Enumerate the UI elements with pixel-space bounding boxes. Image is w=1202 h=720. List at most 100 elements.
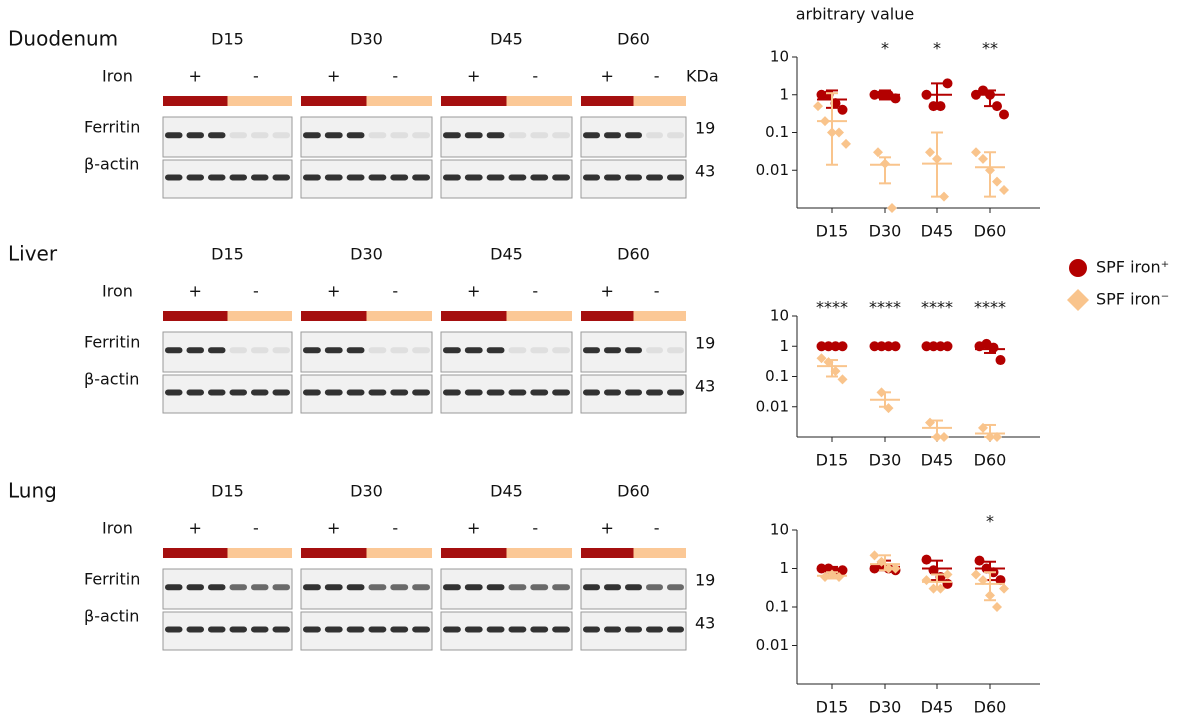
band	[552, 584, 570, 591]
x-tick-label: D15	[816, 222, 849, 241]
band-label: Ferritin	[84, 333, 140, 352]
point	[939, 432, 949, 442]
sign-label: -	[532, 67, 538, 86]
band	[324, 347, 343, 354]
band	[368, 174, 387, 181]
group-bar-plus	[441, 548, 507, 558]
band	[604, 132, 621, 139]
band	[464, 389, 483, 396]
band	[303, 174, 321, 181]
band	[346, 174, 365, 181]
band	[390, 347, 409, 354]
band	[486, 347, 505, 354]
band	[604, 389, 621, 396]
point	[999, 109, 1009, 120]
band	[186, 626, 204, 633]
x-tick-label: D45	[921, 222, 954, 241]
group-bar-plus	[301, 311, 367, 321]
band	[530, 347, 549, 354]
band	[165, 584, 183, 591]
band	[625, 174, 642, 181]
band-label: β-actin	[84, 155, 139, 174]
band	[552, 389, 570, 396]
band	[508, 174, 527, 181]
band	[583, 174, 600, 181]
point	[890, 563, 901, 574]
band	[530, 626, 549, 633]
point	[971, 147, 981, 158]
band	[583, 132, 600, 139]
group-bar-minus	[366, 548, 432, 558]
band	[464, 174, 483, 181]
x-tick-label: D60	[974, 698, 1007, 717]
band	[443, 584, 461, 591]
point	[873, 147, 883, 158]
band	[625, 584, 642, 591]
legend-marker	[1067, 289, 1089, 311]
blot-box	[440, 331, 573, 373]
band	[486, 174, 505, 181]
band	[552, 174, 570, 181]
band	[251, 584, 269, 591]
band	[552, 132, 570, 139]
blot-box	[162, 611, 293, 651]
band	[346, 347, 365, 354]
x-tick-label: D30	[869, 451, 902, 470]
band	[625, 389, 642, 396]
blot-box	[162, 159, 293, 199]
band	[229, 132, 247, 139]
band	[368, 132, 387, 139]
sign-label: +	[327, 282, 340, 301]
sign-label: -	[654, 282, 660, 301]
band	[412, 174, 430, 181]
point	[816, 89, 827, 100]
band	[390, 626, 409, 633]
significance: *	[986, 512, 994, 531]
point	[992, 176, 1002, 187]
band	[625, 626, 642, 633]
point	[942, 569, 953, 580]
group-bar-plus	[581, 548, 634, 558]
group-bar-plus	[301, 548, 367, 558]
kda-label: 19	[695, 119, 715, 138]
y-tick-label: 10	[770, 307, 789, 325]
sign-label: +	[327, 67, 340, 86]
sign-label: +	[189, 282, 202, 301]
timepoint-label: D15	[211, 482, 244, 501]
group-bar-plus	[163, 96, 228, 106]
point	[841, 138, 851, 149]
point	[978, 575, 988, 586]
band	[229, 174, 247, 181]
band	[646, 626, 663, 633]
y-tick-label: 10	[770, 48, 789, 66]
band	[667, 132, 684, 139]
x-tick-label: D30	[869, 222, 902, 241]
band	[324, 174, 343, 181]
point	[974, 555, 985, 566]
band	[251, 132, 269, 139]
band	[443, 389, 461, 396]
blot-box	[300, 611, 433, 651]
blot-box	[300, 374, 433, 414]
point	[995, 575, 1006, 586]
band	[412, 132, 430, 139]
band	[324, 389, 343, 396]
point	[999, 583, 1009, 594]
blot-box	[440, 159, 573, 199]
point	[995, 355, 1006, 366]
blot-box	[162, 568, 293, 610]
point	[890, 93, 901, 104]
band	[486, 626, 505, 633]
band	[208, 584, 226, 591]
band	[412, 389, 430, 396]
significance: ****	[974, 298, 1006, 317]
timepoint-label: D45	[490, 482, 523, 501]
band	[464, 584, 483, 591]
sign-label: +	[467, 67, 480, 86]
blot-box	[300, 159, 433, 199]
band	[346, 626, 365, 633]
band	[368, 584, 387, 591]
group-bar-plus	[163, 311, 228, 321]
band	[208, 389, 226, 396]
